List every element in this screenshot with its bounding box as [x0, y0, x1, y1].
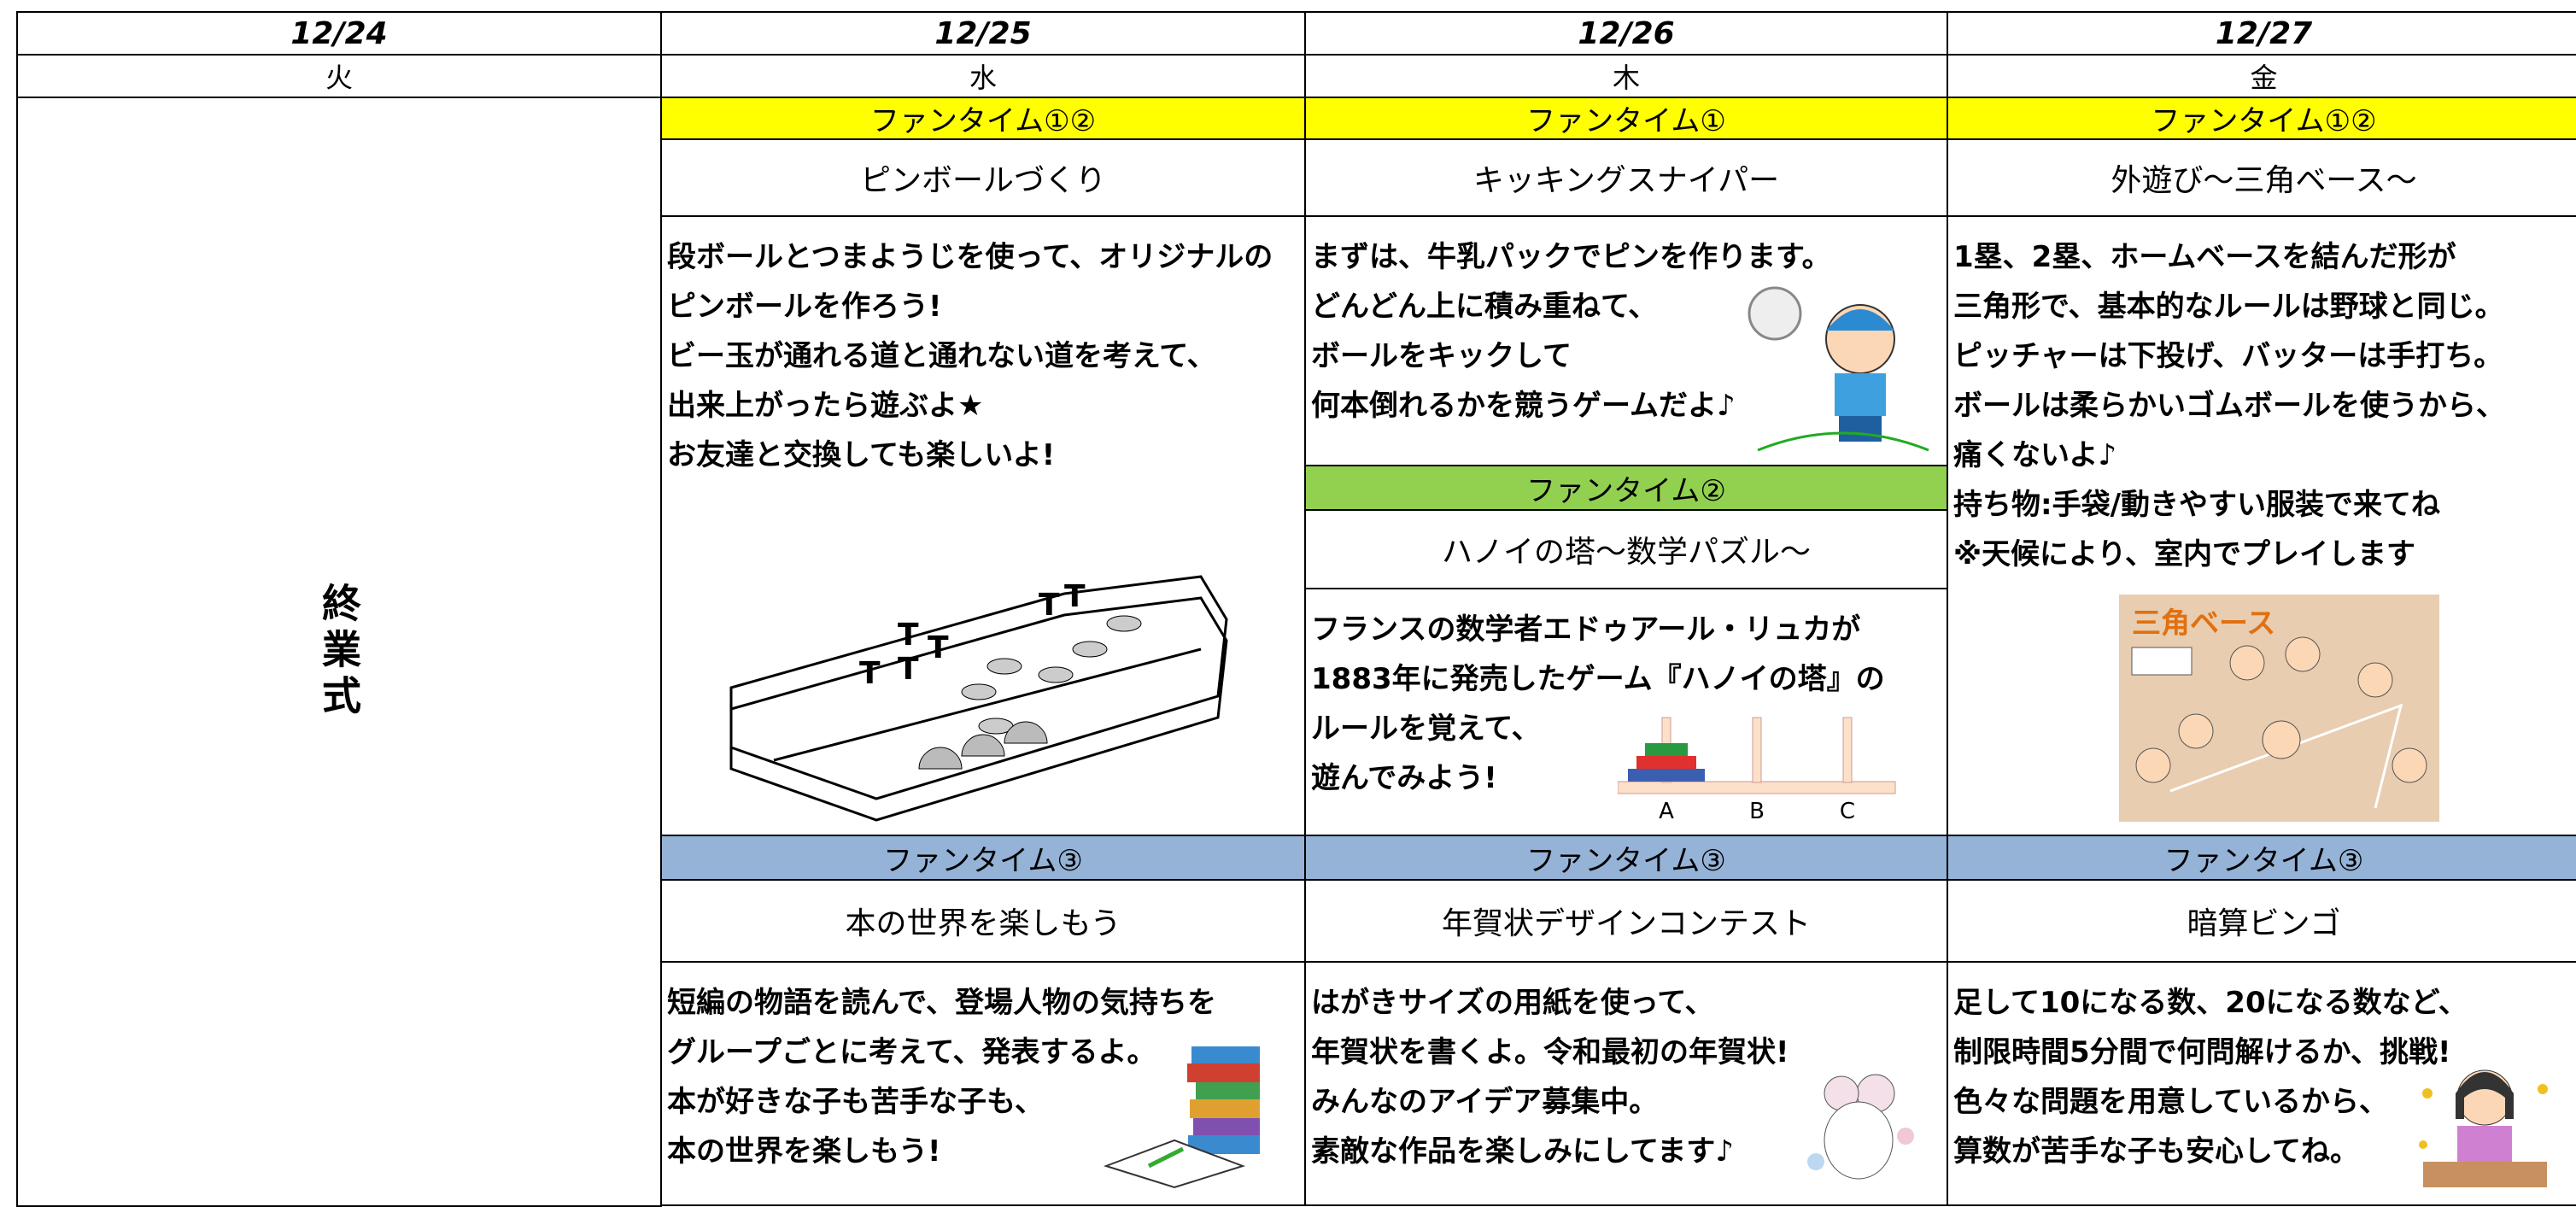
session-label: ファンタイム③ [1304, 835, 1948, 881]
description-line: ピッチャーは下投げ、バッターは手打ち。 [1953, 339, 2503, 373]
description-line: 痛くないよ♪ [1953, 438, 2117, 472]
description-line: 持ち物:手袋/動きやすい服装で来てね [1953, 488, 2441, 522]
session-description: 段ボールとつまようじを使って、オリジナルの ピンボールを作ろう! ビー玉が通れる道と… [660, 215, 1306, 836]
date-cell: 12/24 [16, 11, 662, 56]
description-line: 遊んでみよう! [1311, 761, 1497, 795]
session-description: はがきサイズの用紙を使って、年賀状を書くよ。令和最初の年賀状! みんなのアイデア募… [1304, 961, 1948, 1206]
description-line: 出来上がったら遊ぶよ★ [667, 389, 984, 423]
svg-text:T: T [1064, 579, 1086, 614]
mouse-illustration [1807, 1074, 1914, 1180]
session-title: 年賀状デザインコンテスト [1304, 879, 1948, 963]
girl-illustration [2419, 1069, 2548, 1187]
session-label: ファンタイム③ [660, 835, 1306, 881]
description-line: はがきサイズの用紙を使って、 [1311, 986, 1714, 1020]
description-line: 本の世界を楽しもう! [667, 1134, 941, 1169]
description-line: 短編の物語を読んで、登場人物の気持ちを [667, 986, 1216, 1020]
description-line: 色々な問題を用意しているから、 [1953, 1085, 2388, 1119]
session-label: ファンタイム①② [660, 97, 1306, 140]
description-line: 本が好きな子も苦手な子も、 [667, 1085, 1044, 1119]
svg-text:T: T [1039, 588, 1060, 623]
description-line: 何本倒れるかを競うゲームだよ♪ [1311, 389, 1736, 423]
hanoi-illustration: A B C [1618, 717, 1896, 824]
description-line: グループごとに考えて、発表するよ。 [667, 1035, 1156, 1069]
description-line: 素敵な作品を楽しみにしてます♪ [1311, 1134, 1734, 1169]
date-cell: 12/25 [660, 11, 1306, 56]
event-cell: 終業式 [16, 97, 662, 1207]
description-line: ルールを覚えて、 [1311, 712, 1541, 746]
session-title: キッキングスナイパー [1304, 138, 1948, 217]
day-cell: 水 [660, 54, 1306, 98]
kicking-boy-illustration [1748, 286, 1929, 452]
description-line: 年賀状を書くよ。令和最初の年賀状! [1311, 1035, 1789, 1069]
session-title: ピンボールづくり [660, 138, 1306, 217]
description-line: 1883年に発売したゲーム『ハノイの塔』の [1311, 662, 1885, 696]
description-line: 足して10になる数、20になる数など、 [1953, 986, 2468, 1020]
books-illustration [1103, 1046, 1260, 1189]
peg-label: B [1749, 799, 1765, 824]
day-cell: 木 [1304, 54, 1948, 98]
session-label: ファンタイム③ [1947, 835, 2576, 881]
description-line: ピンボールを作ろう! [667, 290, 942, 324]
session-label: ファンタイム①② [1947, 97, 2576, 140]
session-title: 暗算ビンゴ [1947, 879, 2576, 963]
session-description: 足して10になる数、20になる数など、 制限時間5分間で何問解けるか、挑戦! 色々な… [1947, 961, 2576, 1206]
description-line: どんどん上に積み重ねて、 [1311, 290, 1658, 324]
day-cell: 金 [1947, 54, 2576, 98]
svg-text:T: T [898, 618, 919, 653]
picture-title: 三角ベース [2132, 606, 2275, 641]
description-line: 段ボールとつまようじを使って、オリジナルの [667, 240, 1273, 274]
pinball-illustration: T TTT TT [729, 575, 1228, 822]
description-line: ビー玉が通れる道と通れない道を考えて、 [667, 339, 1216, 373]
description-line: 算数が苦手な子も安心してね。 [1953, 1134, 2359, 1169]
description-line: 三角形で、基本的なルールは野球と同じ。 [1953, 290, 2504, 324]
session-title: 本の世界を楽しもう [660, 879, 1306, 963]
day-cell: 火 [16, 54, 662, 98]
session-label: ファンタイム① [1304, 97, 1948, 140]
description-line: お友達と交換しても楽しいよ! [667, 438, 1056, 472]
session-description: フランスの数学者エドゥアール・リュカが 1883年に発売したゲーム『ハノイの塔』の… [1304, 588, 1948, 836]
description-line: フランスの数学者エドゥアール・リュカが [1311, 612, 1861, 647]
description-line: まずは、牛乳パックでピンを作ります。 [1311, 240, 1831, 274]
description-line: ボールは柔らかいゴムボールを使うから、 [1953, 389, 2505, 423]
date-cell: 12/26 [1304, 11, 1948, 56]
sankaku-base-illustration: 三角ベース [2119, 595, 2439, 822]
peg-label: A [1659, 799, 1674, 824]
date-cell: 12/27 [1947, 11, 2576, 56]
description-line: ※天候により、室内でプレイします [1953, 537, 2416, 571]
svg-text:T: T [859, 656, 881, 691]
peg-label: C [1840, 799, 1855, 824]
session-description: 短編の物語を読んで、登場人物の気持ちを グループごとに考えて、発表するよ。 本が好き… [660, 961, 1306, 1206]
svg-text:T: T [898, 652, 919, 687]
session-title: ハノイの塔～数学パズル～ [1304, 509, 1948, 589]
session-label: ファンタイム② [1304, 465, 1948, 511]
description-line: 1塁、2塁、ホームベースを結んだ形が [1953, 240, 2456, 274]
session-title: 外遊び～三角ベース～ [1947, 138, 2576, 217]
description-line: みんなのアイデア募集中。 [1311, 1085, 1659, 1119]
svg-text:T: T [928, 630, 949, 665]
description-line: ボールをキックして [1311, 339, 1572, 373]
description-line: 制限時間5分間で何問解けるか、挑戦! [1953, 1035, 2451, 1069]
